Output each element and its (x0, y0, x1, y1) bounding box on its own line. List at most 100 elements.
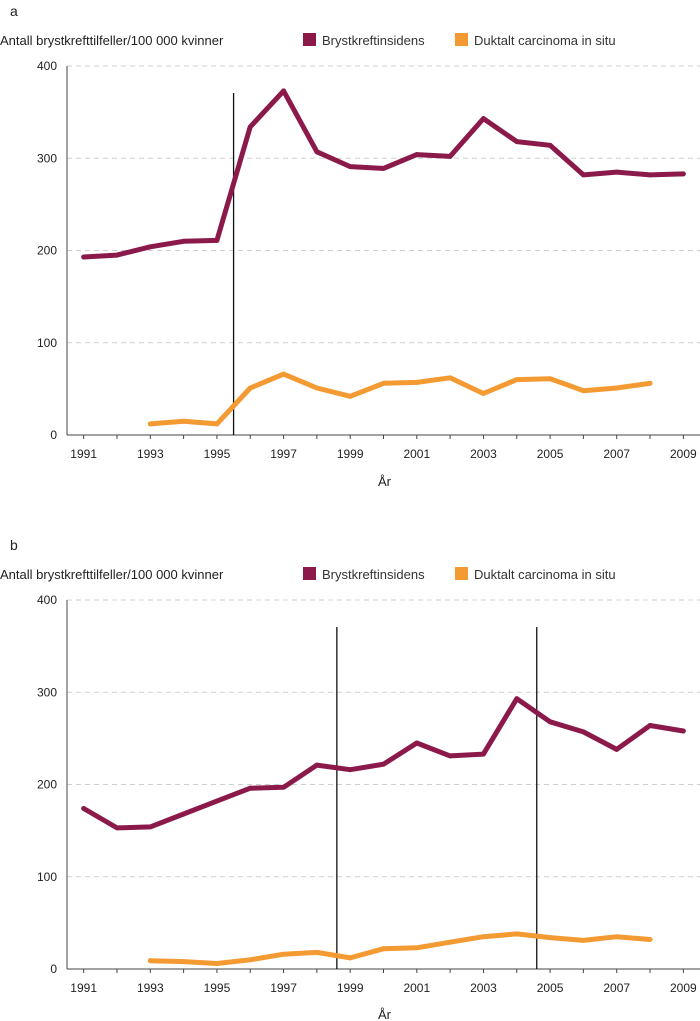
y-tick-label: 100 (37, 870, 57, 884)
data-point (281, 784, 286, 790)
data-point (580, 388, 586, 394)
data-point (481, 116, 486, 121)
x-tick-label: 1997 (270, 981, 297, 995)
data-point (347, 164, 353, 169)
data-point (314, 762, 320, 768)
data-point (347, 955, 353, 961)
x-tick-label: 2007 (603, 447, 630, 461)
data-point (680, 171, 686, 177)
y-tick-label: 0 (50, 428, 57, 442)
chart-panel-a: a Antall brystkrefttilfeller/100 000 kvin… (0, 3, 700, 489)
data-point (247, 124, 253, 130)
data-point (514, 696, 520, 702)
data-point (414, 152, 420, 157)
data-point (181, 238, 187, 244)
data-point (247, 785, 253, 791)
data-point (414, 740, 420, 746)
x-tick-label: 1995 (204, 981, 231, 995)
panel-letter: b (10, 537, 18, 553)
data-point (514, 377, 520, 383)
data-point (547, 376, 553, 382)
data-point (614, 747, 620, 752)
panel-letter: a (10, 3, 18, 19)
data-point (214, 798, 220, 804)
x-tick-label: 2007 (603, 981, 630, 995)
data-point (447, 753, 453, 759)
x-axis-label: År (378, 1007, 392, 1021)
y-tick-label: 200 (37, 778, 57, 792)
data-point (147, 244, 153, 250)
series-line (147, 371, 653, 427)
data-point (481, 751, 486, 757)
data-point (381, 380, 386, 386)
legend-item: Duktalt carcinoma in situ (455, 33, 616, 48)
data-point (447, 154, 453, 159)
data-point (547, 935, 553, 941)
data-point (114, 252, 120, 258)
data-point (381, 946, 386, 952)
chart-panel-b: b Antall brystkrefttilfeller/100 000 kvin… (0, 537, 700, 1021)
data-point (514, 139, 520, 145)
data-point (447, 939, 453, 945)
data-point (647, 723, 653, 728)
data-point (347, 393, 353, 399)
legend-item: Brystkreftinsidens (303, 567, 425, 582)
data-point (547, 719, 553, 725)
data-point (614, 169, 620, 175)
data-point (247, 957, 253, 963)
data-point (314, 149, 320, 155)
data-point (147, 421, 153, 427)
data-point (347, 767, 353, 773)
legend-label: Brystkreftinsidens (322, 33, 425, 48)
data-point (214, 961, 220, 966)
data-point (481, 934, 486, 940)
data-point (514, 931, 520, 937)
x-tick-label: 2005 (537, 447, 564, 461)
data-point (81, 806, 87, 811)
data-point (147, 958, 153, 964)
data-point (281, 371, 286, 377)
data-point (614, 934, 620, 940)
x-tick-label: 2001 (403, 981, 430, 995)
y-axis-label: Antall brystkrefttilfeller/100 000 kvinn… (0, 33, 224, 48)
data-point (381, 761, 386, 767)
x-tick-label: 1995 (204, 447, 231, 461)
data-point (247, 385, 253, 391)
x-tick-label: 1993 (137, 447, 164, 461)
legend-swatch (303, 33, 316, 46)
legend-swatch (455, 33, 468, 46)
data-point (181, 959, 187, 965)
legend-swatch (303, 567, 316, 580)
data-point (647, 937, 653, 942)
y-tick-label: 200 (37, 244, 57, 258)
y-tick-label: 400 (37, 59, 57, 73)
data-point (214, 237, 220, 243)
x-tick-label: 2003 (470, 981, 497, 995)
x-tick-label: 1991 (70, 981, 97, 995)
data-point (580, 172, 586, 178)
x-tick-label: 1991 (70, 447, 97, 461)
x-tick-label: 2003 (470, 447, 497, 461)
legend-label: Brystkreftinsidens (322, 567, 425, 582)
y-tick-label: 300 (37, 685, 57, 699)
data-point (447, 375, 453, 381)
data-point (481, 391, 486, 396)
data-point (214, 421, 220, 427)
data-point (680, 728, 686, 734)
legend-label: Duktalt carcinoma in situ (474, 33, 616, 48)
x-tick-label: 1993 (137, 981, 164, 995)
x-tick-label: 2005 (537, 981, 564, 995)
series-line (147, 931, 653, 966)
data-point (647, 380, 653, 386)
x-tick-label: 2001 (403, 447, 430, 461)
x-tick-label: 1999 (337, 981, 364, 995)
y-tick-label: 0 (50, 962, 57, 976)
data-point (281, 951, 286, 957)
x-tick-label: 2009 (670, 447, 697, 461)
y-tick-label: 100 (37, 336, 57, 350)
data-point (314, 949, 320, 955)
data-point (614, 385, 620, 391)
legend-item: Brystkreftinsidens (303, 33, 425, 48)
y-tick-label: 300 (37, 151, 57, 165)
x-tick-label: 2009 (670, 981, 697, 995)
